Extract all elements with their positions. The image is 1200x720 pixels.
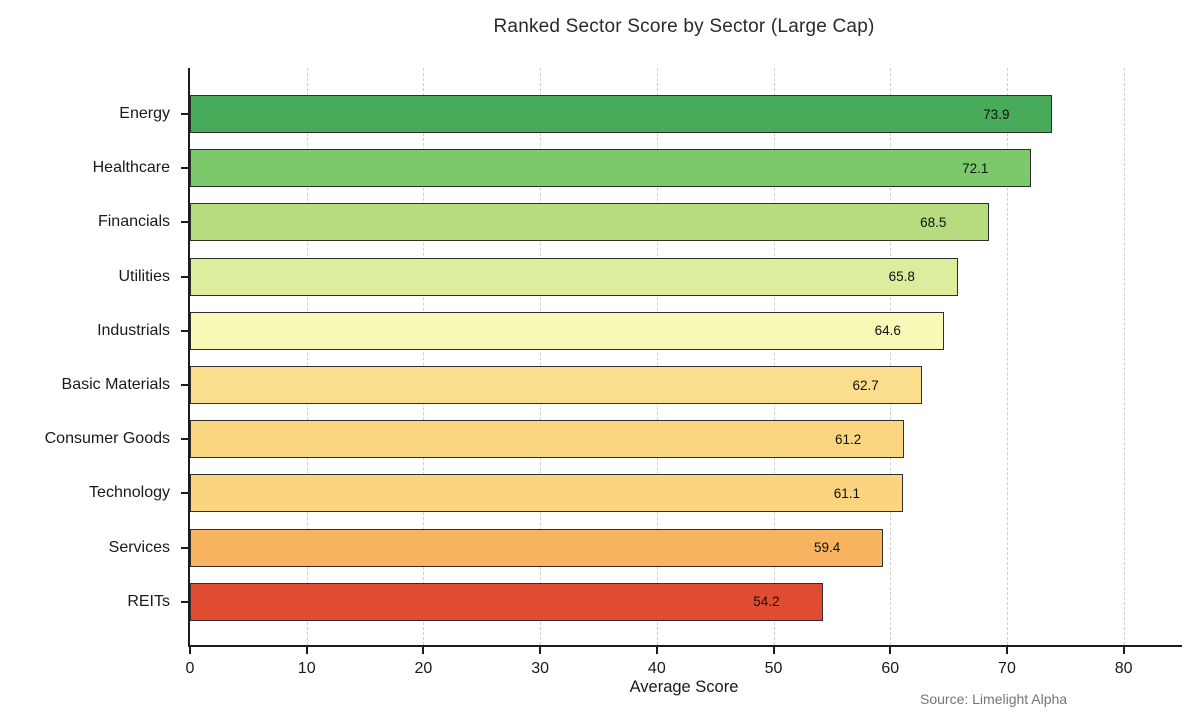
x-tick-label-30: 30 (531, 660, 550, 677)
bar-value-label: 61.2 (834, 431, 862, 447)
category-label-energy: Energy (119, 105, 170, 122)
x-tick-mark-80 (1122, 647, 1125, 654)
y-tick-mark (181, 492, 189, 495)
bar-value-label: 73.9 (983, 106, 1010, 122)
x-tick-label-20: 20 (414, 660, 433, 677)
bar-consumer-goods: 61.2 (190, 420, 905, 459)
x-tick-label-0: 0 (185, 660, 195, 677)
y-tick-mark (181, 546, 189, 549)
bar-value-label: 68.5 (920, 214, 947, 230)
x-tick-mark-40 (655, 647, 658, 654)
x-tick-label-60: 60 (881, 660, 900, 677)
x-tick-mark-70 (1005, 647, 1008, 654)
y-tick-mark (181, 600, 189, 603)
bar-value-label: 65.8 (888, 269, 915, 285)
gridline-x40 (656, 68, 658, 645)
category-label-technology: Technology (89, 484, 170, 502)
source-note: Source: Limelight Alpha (920, 691, 1068, 707)
category-label-basic-materials: Basic Materials (61, 376, 170, 393)
category-label-utilities: Utilities (118, 267, 170, 285)
x-tick-mark-60 (889, 647, 892, 654)
bar-healthcare: 72.1 (190, 149, 1032, 188)
gridline-x80 (1123, 68, 1125, 645)
bar-financials: 68.5 (190, 203, 990, 242)
x-tick-mark-30 (539, 647, 542, 654)
bar-value-label: 64.6 (874, 323, 901, 339)
x-tick-label-50: 50 (764, 660, 783, 677)
bar-technology: 61.1 (190, 474, 904, 513)
gridline-x20 (423, 68, 425, 645)
x-axis-label: Average Score (629, 678, 739, 696)
y-tick-mark (181, 221, 189, 224)
category-label-reits: REITs (127, 592, 170, 610)
bar-value-label: 61.1 (833, 485, 861, 501)
x-tick-label-70: 70 (998, 660, 1016, 677)
bar-reits: 54.2 (190, 582, 823, 621)
gridline-x10 (306, 68, 308, 645)
bar-basic-materials: 62.7 (190, 366, 922, 404)
gridline-x30 (540, 68, 542, 645)
category-label-healthcare: Healthcare (92, 159, 170, 177)
bar-value-label: 54.2 (753, 594, 780, 610)
x-tick-mark-0 (189, 647, 191, 654)
x-tick-label-10: 10 (297, 660, 316, 677)
bar-value-label: 72.1 (962, 160, 989, 176)
category-label-consumer-goods: Consumer Goods (44, 430, 170, 448)
x-tick-mark-20 (422, 647, 425, 654)
x-tick-label-40: 40 (647, 660, 666, 677)
bar-industrials: 64.6 (190, 311, 944, 350)
bar-services: 59.4 (190, 528, 884, 567)
bar-value-label: 59.4 (813, 540, 841, 556)
gridline-x70 (1006, 68, 1008, 645)
y-tick-mark (181, 438, 189, 441)
chart-title: Ranked Sector Score by Sector (Large Cap… (493, 16, 875, 37)
x-tick-mark-50 (772, 647, 775, 654)
y-tick-mark (181, 167, 189, 170)
plot-area: 73.9 Energy 72.1 Healthcare 68.5 Financials 65… (45, 68, 1182, 677)
bar-value-label: 62.7 (852, 377, 879, 393)
y-tick-mark (181, 329, 189, 332)
y-tick-mark (181, 384, 189, 386)
bar-energy: 73.9 (190, 95, 1053, 133)
gridline-x50 (773, 68, 775, 645)
y-tick-mark (181, 113, 189, 115)
x-tick-mark-10 (305, 647, 308, 654)
category-label-services: Services (108, 538, 170, 556)
category-label-financials: Financials (97, 213, 170, 231)
y-tick-mark (181, 275, 189, 278)
gridline-x60 (890, 68, 892, 645)
category-label-industrials: Industrials (97, 321, 170, 339)
x-tick-label-80: 80 (1114, 660, 1133, 677)
bar-utilities: 65.8 (190, 257, 958, 296)
